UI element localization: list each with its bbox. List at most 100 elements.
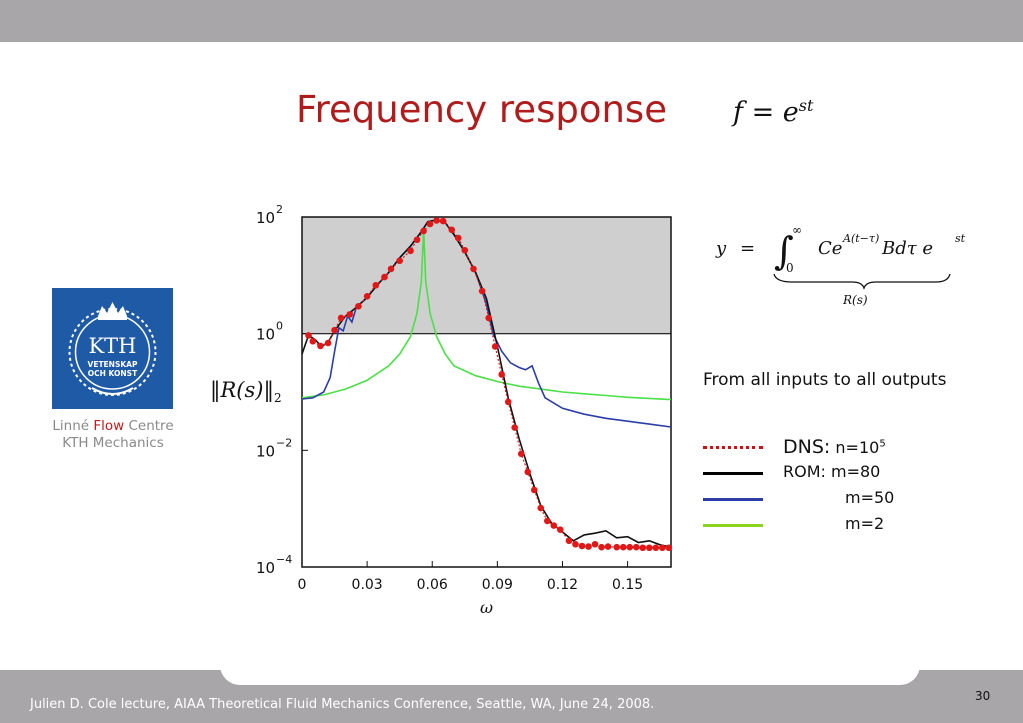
x-tick-label: 0.09 [482, 577, 513, 593]
legend-swatch-dns [703, 446, 763, 449]
card-bottom-edge [220, 660, 920, 685]
kth-logo-line2: OCH KONST [88, 369, 138, 378]
y-tick-label: 10 [256, 559, 275, 577]
dns-data-point [433, 217, 440, 224]
dns-data-point [309, 337, 317, 345]
title-equation: f = est [733, 96, 814, 128]
dns-data-point [619, 543, 627, 551]
x-tick-label: 0.15 [612, 577, 643, 593]
slide-title: Frequency response [296, 88, 667, 131]
dns-data-point [665, 544, 673, 552]
svg-text:A(t−τ): A(t−τ) [842, 232, 879, 245]
series-line-m2 [301, 228, 672, 401]
legend-label: DNS: n=105 [783, 436, 886, 458]
dns-data-point [387, 265, 395, 273]
dns-data-point [591, 540, 599, 548]
x-tick-label: 0.12 [547, 577, 578, 593]
dns-data-point [426, 220, 434, 228]
page-number: 30 [975, 689, 991, 703]
dns-data-point [331, 326, 338, 334]
subtitle: From all inputs to all outputs [703, 370, 947, 390]
svg-text:st: st [955, 232, 966, 245]
dns-data-point [613, 543, 621, 551]
dns-data-point [511, 424, 519, 431]
dns-data-point [659, 544, 666, 552]
dns-data-point [485, 314, 492, 322]
dns-data-point [478, 287, 486, 295]
dns-data-point [439, 217, 447, 225]
legend-item: DNS: n=105 [703, 436, 963, 462]
legend-label: ROM: m=80 [783, 462, 881, 481]
dns-data-point [524, 468, 532, 476]
dns-data-point [504, 398, 512, 406]
legend-swatch-m50 [703, 498, 763, 501]
footer-citation: Julien D. Cole lecture, AIAA Theoretical… [30, 697, 655, 712]
dns-data-point [578, 542, 586, 550]
legend-item: ROM: m=80 [703, 462, 963, 488]
svg-text:y: y [715, 238, 727, 259]
dns-data-point [346, 311, 354, 318]
y-tick-exponent: −2 [276, 436, 292, 449]
dns-data-point [407, 247, 414, 255]
legend-item: m=50 [703, 488, 963, 514]
y-axis-label: ‖R(s)‖2 [210, 378, 282, 406]
shaded-region [302, 217, 671, 334]
dns-data-point [448, 226, 456, 234]
svg-text:∞: ∞ [792, 223, 802, 237]
dns-data-point [645, 544, 653, 552]
svg-text:Bdτ e: Bdτ e [881, 238, 933, 259]
dns-data-point [355, 302, 362, 310]
card-top-edge [220, 42, 920, 62]
dns-data-point [317, 342, 324, 350]
kth-logo: KTH VETENSKAP OCH KONST [52, 288, 173, 409]
y-tick-exponent: −4 [276, 553, 292, 566]
plot-frame [301, 216, 672, 568]
dns-data-point [363, 293, 371, 300]
dns-data-point [396, 257, 403, 265]
svg-text:Ce: Ce [818, 238, 842, 259]
x-axis-label: ω [480, 598, 493, 617]
dns-data-point [639, 544, 647, 552]
y-tick-exponent: 2 [276, 205, 283, 216]
x-tick-label: 0.06 [417, 577, 448, 593]
logo-caption: Linné Flow Centre KTH Mechanics [52, 418, 174, 451]
dns-data-point [585, 543, 592, 550]
dns-data-point [372, 281, 380, 289]
legend-swatch-m2 [703, 524, 763, 527]
dns-data-point [517, 450, 525, 458]
dns-data-point [470, 265, 477, 273]
svg-text:=: = [740, 238, 755, 259]
svg-text:0: 0 [786, 261, 794, 275]
dns-data-point [572, 540, 579, 548]
legend-swatch-rom80 [703, 472, 763, 475]
dns-data-point [305, 332, 312, 339]
series-line-dns [308, 219, 669, 549]
equation-underbrace-label: R(s) [842, 293, 868, 307]
dns-data-point [420, 227, 427, 235]
kth-logo-line1: VETENSKAP [88, 360, 138, 369]
dns-data-point [461, 246, 469, 254]
dns-data-point [557, 526, 564, 533]
dns-data-point [550, 522, 558, 529]
dns-data-point [337, 314, 345, 322]
dns-data-point [413, 236, 421, 244]
dns-data-point [381, 273, 388, 281]
x-tick-label: 0.03 [352, 577, 383, 593]
legend: DNS: n=105 ROM: m=80 m=50 m=2 [703, 436, 963, 540]
dns-data-point [652, 544, 660, 552]
y-tick-exponent: 0 [276, 320, 283, 333]
legend-label: m=50 [845, 488, 895, 507]
dns-data-point [598, 543, 605, 551]
dns-data-point [632, 543, 640, 551]
kth-logo-emblem: KTH VETENSKAP OCH KONST [52, 288, 173, 409]
x-tick-label: 0 [298, 577, 307, 593]
dns-data-point [565, 537, 573, 545]
dns-data-point [537, 504, 545, 512]
dns-data-point [530, 486, 538, 494]
dns-data-point [491, 343, 499, 350]
svg-text:∫: ∫ [774, 229, 794, 273]
y-tick-label: 10 [256, 326, 275, 344]
y-tick-label: 10 [256, 442, 275, 460]
legend-item: m=2 [703, 514, 963, 540]
